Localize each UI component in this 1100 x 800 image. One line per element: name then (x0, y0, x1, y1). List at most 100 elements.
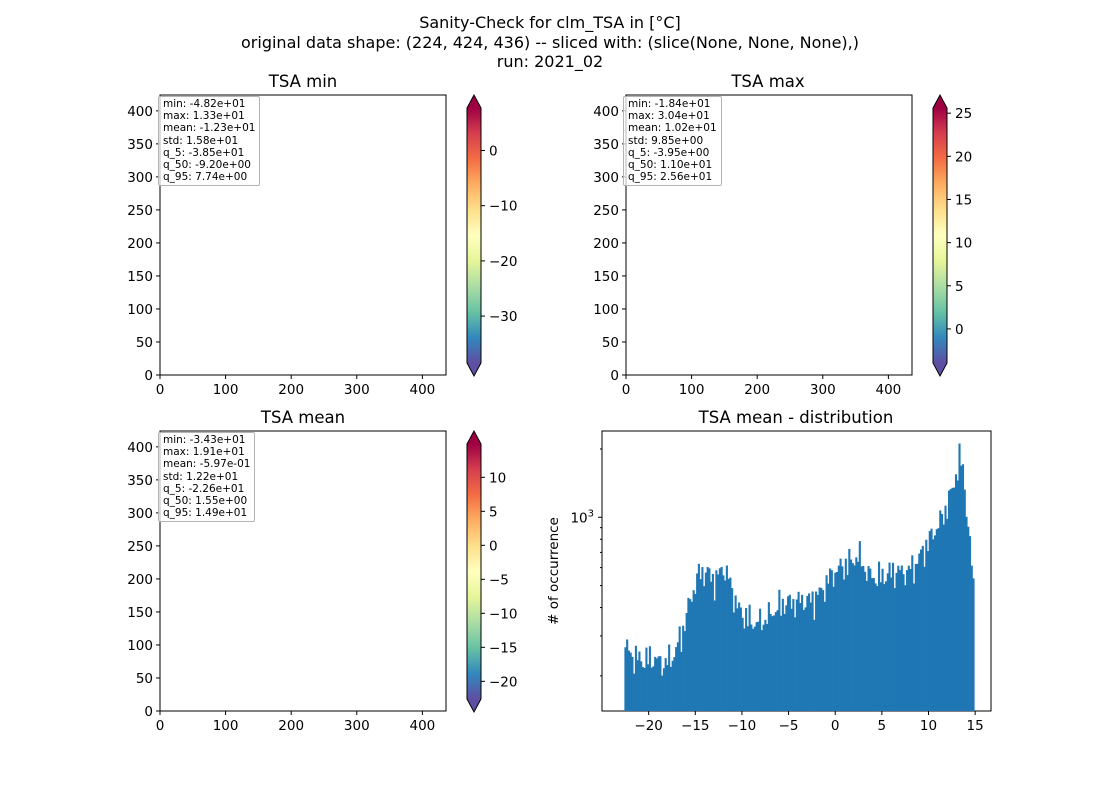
histogram-bar (774, 612, 777, 711)
colorbar-tick-label: 25 (955, 106, 972, 122)
histogram-bar (876, 585, 879, 711)
histogram-bar (867, 566, 870, 711)
histogram-bar (626, 639, 629, 711)
histogram-bar (745, 607, 748, 711)
histogram-bar (808, 593, 811, 711)
x-tick-label: 15 (967, 718, 984, 734)
histogram-bar (801, 594, 804, 711)
y-tick-label: 300 (127, 506, 153, 522)
histogram-bar (661, 675, 664, 711)
colorbar-tick-label: −5 (489, 572, 509, 588)
stat-line: std: 1.58e+01 (163, 134, 239, 147)
histogram-bar (724, 580, 727, 711)
histogram-bar (736, 608, 739, 711)
x-tick-label: 300 (344, 718, 370, 734)
stat-line: q_50: 1.10e+01 (628, 158, 713, 171)
histogram-bar (923, 566, 926, 711)
stat-line: q_5: -2.26e+01 (163, 482, 245, 495)
stat-line: q_5: -3.95e+00 (628, 146, 710, 159)
histogram-bar (790, 608, 793, 711)
histogram-bar (741, 617, 744, 711)
histogram-bar (689, 599, 692, 711)
histogram-bar (643, 667, 646, 711)
histogram-bar (676, 642, 679, 711)
histogram-bar (708, 568, 711, 711)
colorbar-tick-label: 5 (489, 504, 498, 520)
histogram-bar (909, 568, 912, 711)
histogram-bar (864, 571, 867, 711)
histogram-bar (738, 602, 741, 711)
histogram-bar (949, 488, 952, 711)
x-tick-label: 200 (278, 382, 304, 398)
histogram-bar (839, 558, 842, 711)
colorbar-tick-label: 10 (489, 470, 506, 486)
histogram-bar (673, 657, 676, 711)
histogram-bar (664, 658, 667, 711)
histogram-bar (815, 591, 818, 711)
histogram-bar (869, 568, 872, 711)
axes-frame-tsa-min (159, 94, 447, 376)
colorbar-tick-label: 20 (955, 149, 972, 165)
histogram-bar (636, 660, 639, 711)
histogram-bar (853, 565, 856, 711)
histogram-bar (788, 594, 791, 711)
histogram-bar (865, 580, 868, 711)
y-tick-label: 50 (136, 335, 153, 351)
x-tick-label: −10 (728, 718, 757, 734)
histogram-bar (648, 646, 651, 711)
colorbar-tick-label: −20 (489, 674, 518, 690)
histogram-bar (888, 562, 891, 711)
histogram-bar (762, 624, 765, 711)
histogram-bar (914, 563, 917, 711)
histogram-bar (961, 464, 965, 711)
histogram-bar (804, 607, 807, 711)
colorbar-tick-label: −30 (489, 309, 518, 325)
y-tick-label: 350 (127, 473, 153, 489)
stat-line: max: 3.04e+01 (628, 110, 710, 123)
histogram-bar (898, 570, 902, 711)
colorbar-tick-label: 0 (489, 144, 498, 160)
y-tick-label: 150 (127, 605, 153, 621)
histogram-bar (874, 583, 877, 711)
x-tick-label: 0 (831, 718, 840, 734)
histogram-bar (846, 575, 849, 711)
stat-line: q_95: 2.56e+01 (628, 171, 713, 184)
histogram-bar (872, 577, 875, 711)
y-tick-label: 250 (127, 203, 153, 219)
histogram-bar (816, 594, 819, 711)
stat-line: mean: -5.97e-01 (163, 458, 251, 471)
colorbar-tick-label: 15 (955, 192, 972, 208)
histogram-bar (690, 601, 693, 711)
histogram-bar (725, 565, 728, 711)
histogram-bar (830, 570, 833, 711)
histogram-bar (893, 588, 896, 711)
histogram-bar (696, 573, 699, 711)
histogram-bar (743, 628, 746, 711)
stats-box-tsa-max: min: -1.84e+01 max: 3.04e+01 mean: 1.02e… (623, 96, 722, 187)
histogram-bar (965, 516, 968, 711)
x-tick-label: 100 (213, 382, 239, 398)
histogram-bar (759, 608, 762, 711)
histogram-bar (850, 559, 853, 711)
histogram-bar (650, 667, 653, 711)
histogram-bar (871, 578, 874, 711)
histogram-bar (655, 658, 658, 711)
histogram-bar (972, 578, 975, 711)
histogram-bar (685, 613, 688, 711)
colorbar-tick-label: 0 (489, 538, 498, 554)
histogram-bar (841, 566, 844, 711)
histogram-bar (710, 581, 713, 711)
stats-box-tsa-mean: min: -3.43e+01 max: 1.91e+01 mean: -5.97… (158, 432, 256, 523)
histogram-bar (678, 626, 681, 711)
histogram-bar (933, 535, 937, 711)
y-tick-label: 400 (127, 440, 153, 456)
axes-frame-tsa-max (625, 94, 913, 376)
histogram-bar (806, 595, 809, 711)
x-tick-label: 200 (744, 382, 770, 398)
y-tick-label: 200 (127, 236, 153, 252)
histogram-bar (640, 661, 643, 711)
y-tick-label: 100 (127, 638, 153, 654)
histogram-bar (939, 510, 942, 711)
stat-line: mean: -1.23e+01 (163, 122, 256, 135)
